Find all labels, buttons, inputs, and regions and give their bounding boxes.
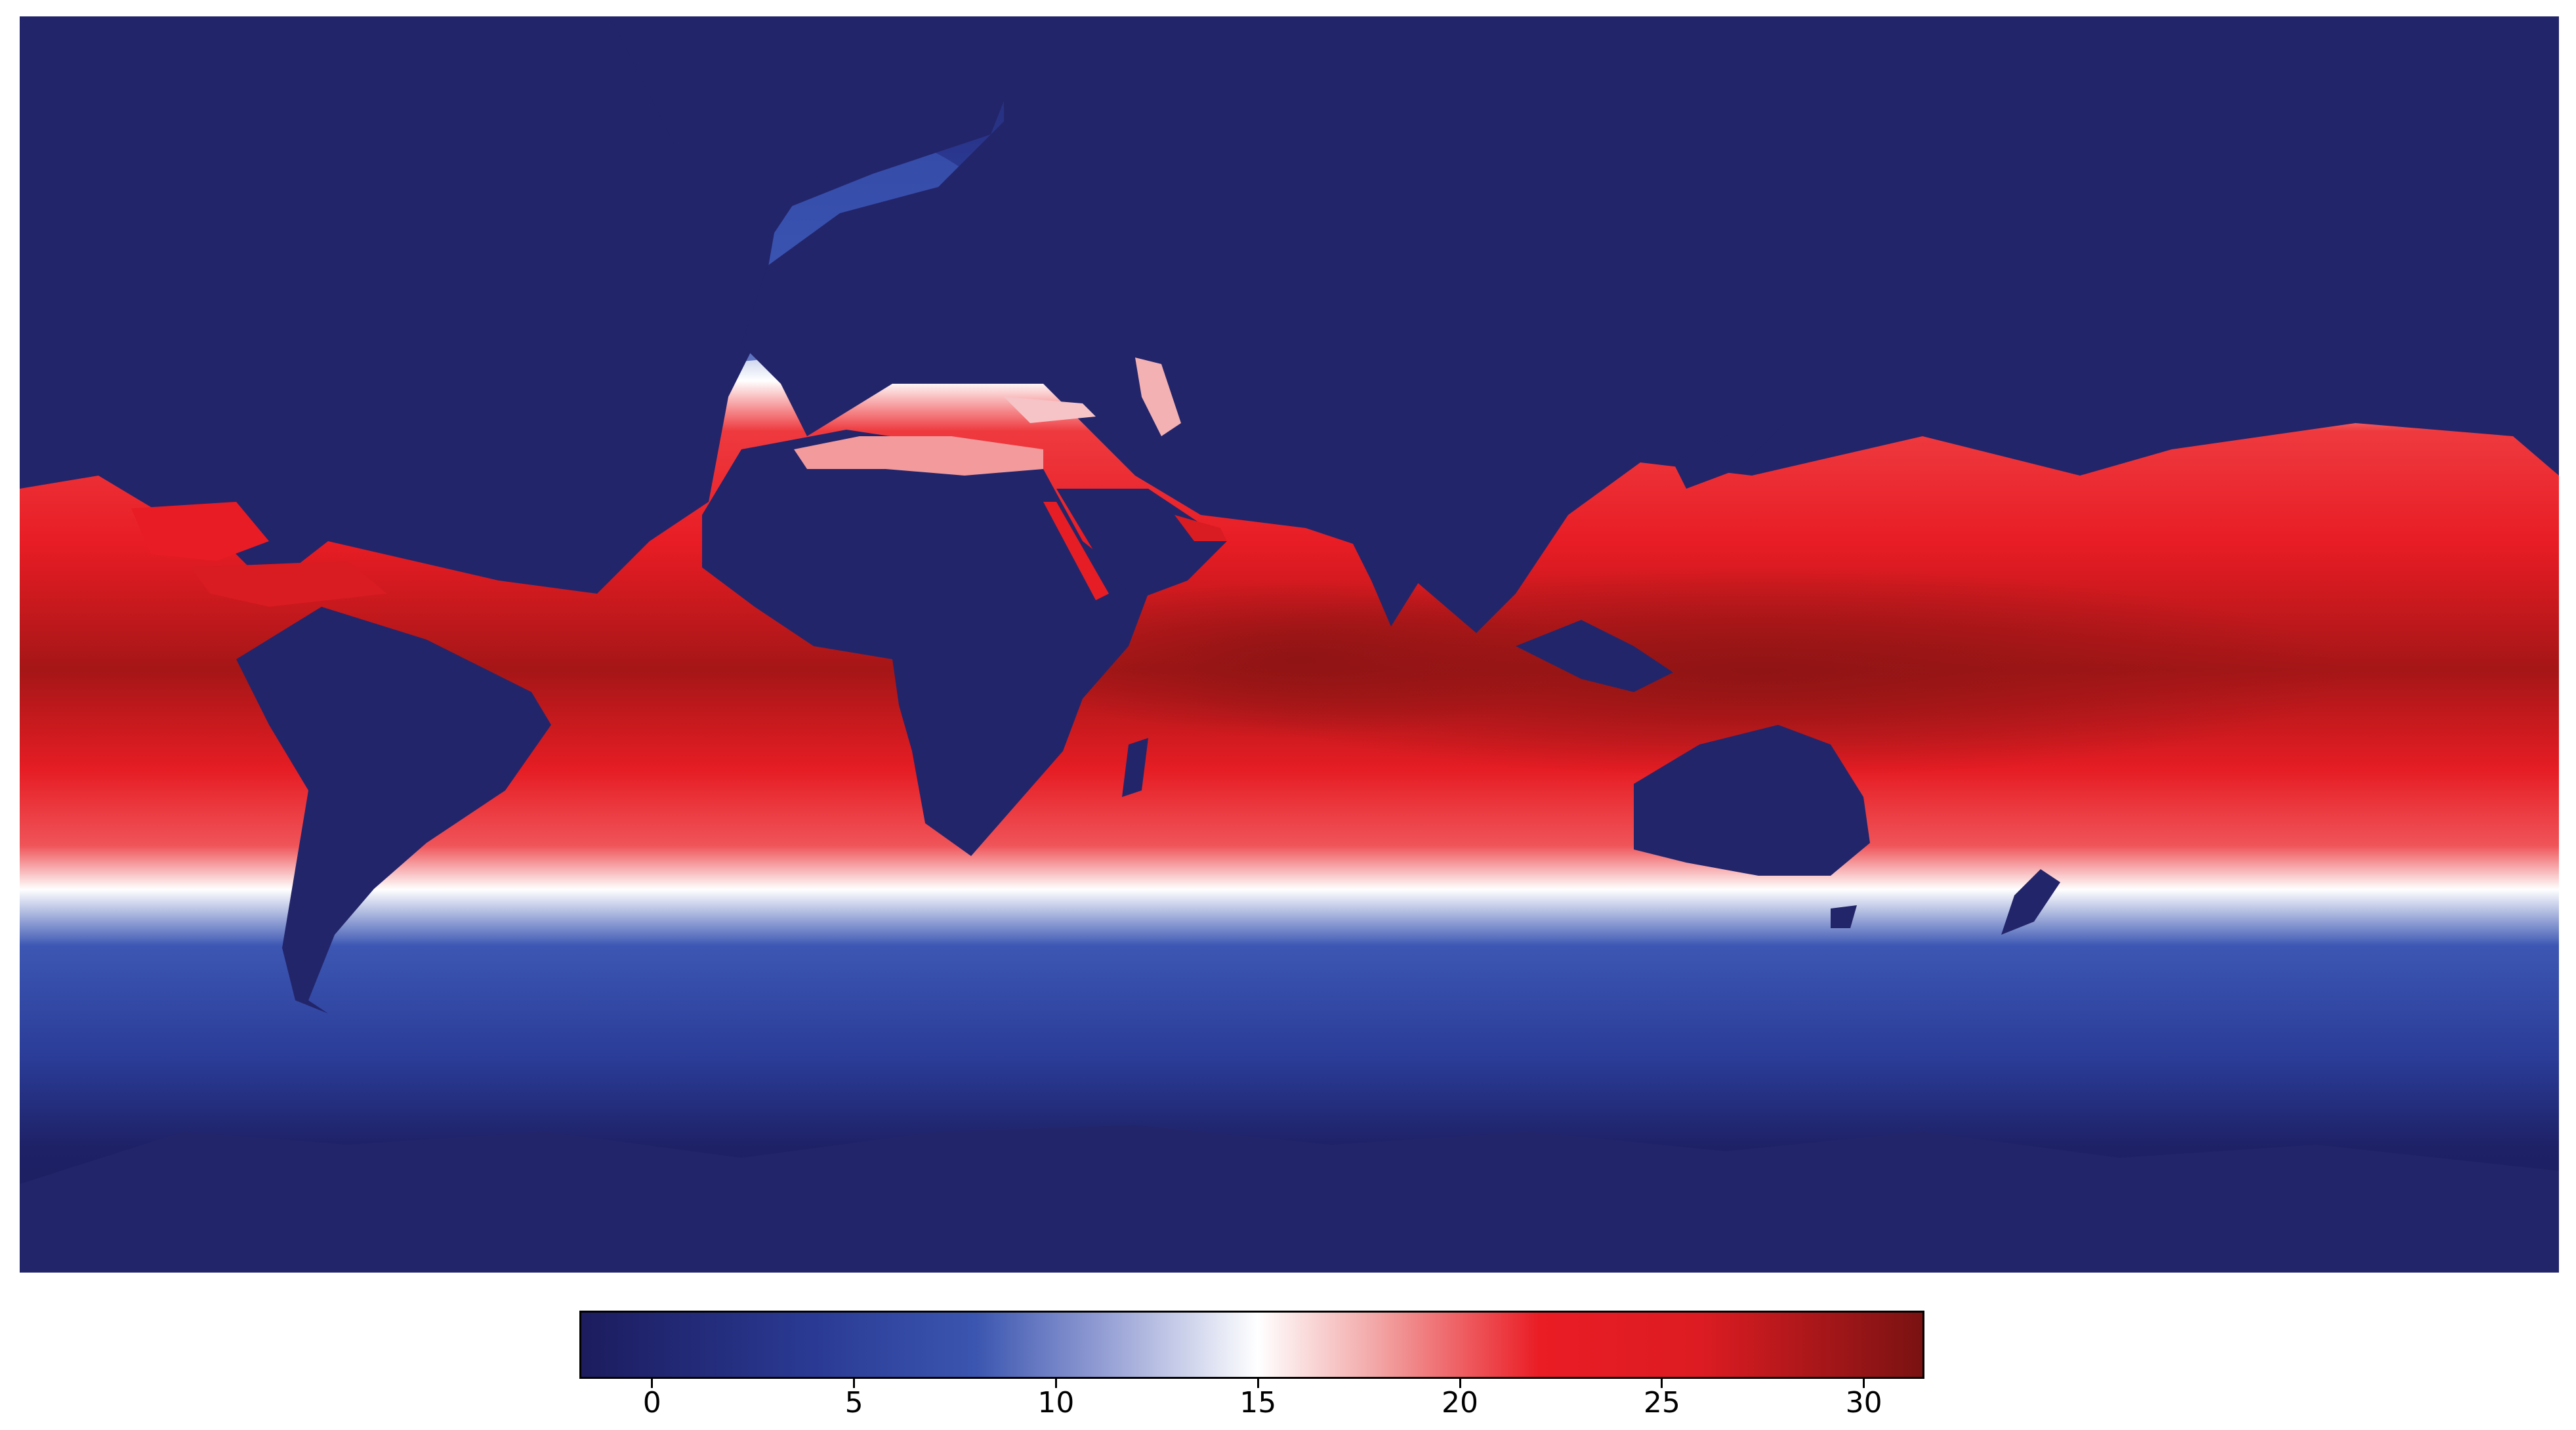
colorbar-tick-label: 0 <box>642 1386 661 1420</box>
eurasia <box>741 16 2559 633</box>
red-sea <box>1043 502 1109 600</box>
mediterranean-sea <box>794 436 1043 476</box>
gulf-of-mexico <box>131 502 269 561</box>
temperature-colorbar <box>579 1311 1924 1379</box>
southeast-asia-islands <box>1516 620 1673 692</box>
colorbar-tick-mark <box>1257 1379 1259 1388</box>
world-map-canvas <box>20 16 2559 1273</box>
colorbar-gradient-strip <box>579 1311 1924 1379</box>
greenland-canadian-arctic <box>610 16 1037 213</box>
colorbar-tick-mark <box>1863 1379 1865 1388</box>
black-sea <box>1004 397 1096 423</box>
arabian-peninsula <box>1056 489 1227 600</box>
sea-surface-temperature-map <box>20 16 2559 1273</box>
new-zealand <box>2001 869 2060 935</box>
africa <box>702 430 1148 856</box>
colorbar-tick-label: 20 <box>1442 1386 1479 1420</box>
japan <box>1673 410 1785 489</box>
caspian-sea <box>1135 358 1181 436</box>
colorbar-tick-mark <box>853 1379 856 1388</box>
land-masses <box>20 16 2559 1273</box>
indian-ocean-warm-pool <box>1024 581 1575 738</box>
antarctica <box>20 1125 2559 1273</box>
madagascar <box>1122 738 1148 797</box>
colorbar-tick-label: 10 <box>1037 1386 1075 1420</box>
colorbar-tick-mark <box>1459 1379 1461 1388</box>
colorbar-tick-label: 5 <box>844 1386 863 1420</box>
tasmania <box>1831 905 1857 928</box>
indian-subcontinent <box>1345 528 1424 626</box>
persian-gulf <box>1174 515 1227 541</box>
colorbar-tick-mark <box>1661 1379 1663 1388</box>
australia <box>1634 725 1870 876</box>
colorbar-tick-mark <box>1054 1379 1057 1388</box>
colorbar-tick-mark <box>651 1379 654 1388</box>
caribbean-sea <box>190 561 387 607</box>
colorbar-tick-label: 30 <box>1845 1386 1882 1420</box>
south-america <box>236 607 551 1013</box>
colorbar-tick-label: 25 <box>1643 1386 1680 1420</box>
colorbar-tick-label: 15 <box>1239 1386 1277 1420</box>
